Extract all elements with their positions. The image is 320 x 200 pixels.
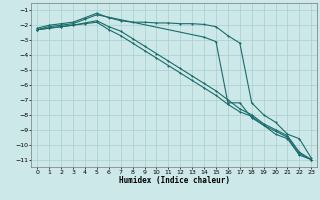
X-axis label: Humidex (Indice chaleur): Humidex (Indice chaleur) — [119, 176, 230, 185]
